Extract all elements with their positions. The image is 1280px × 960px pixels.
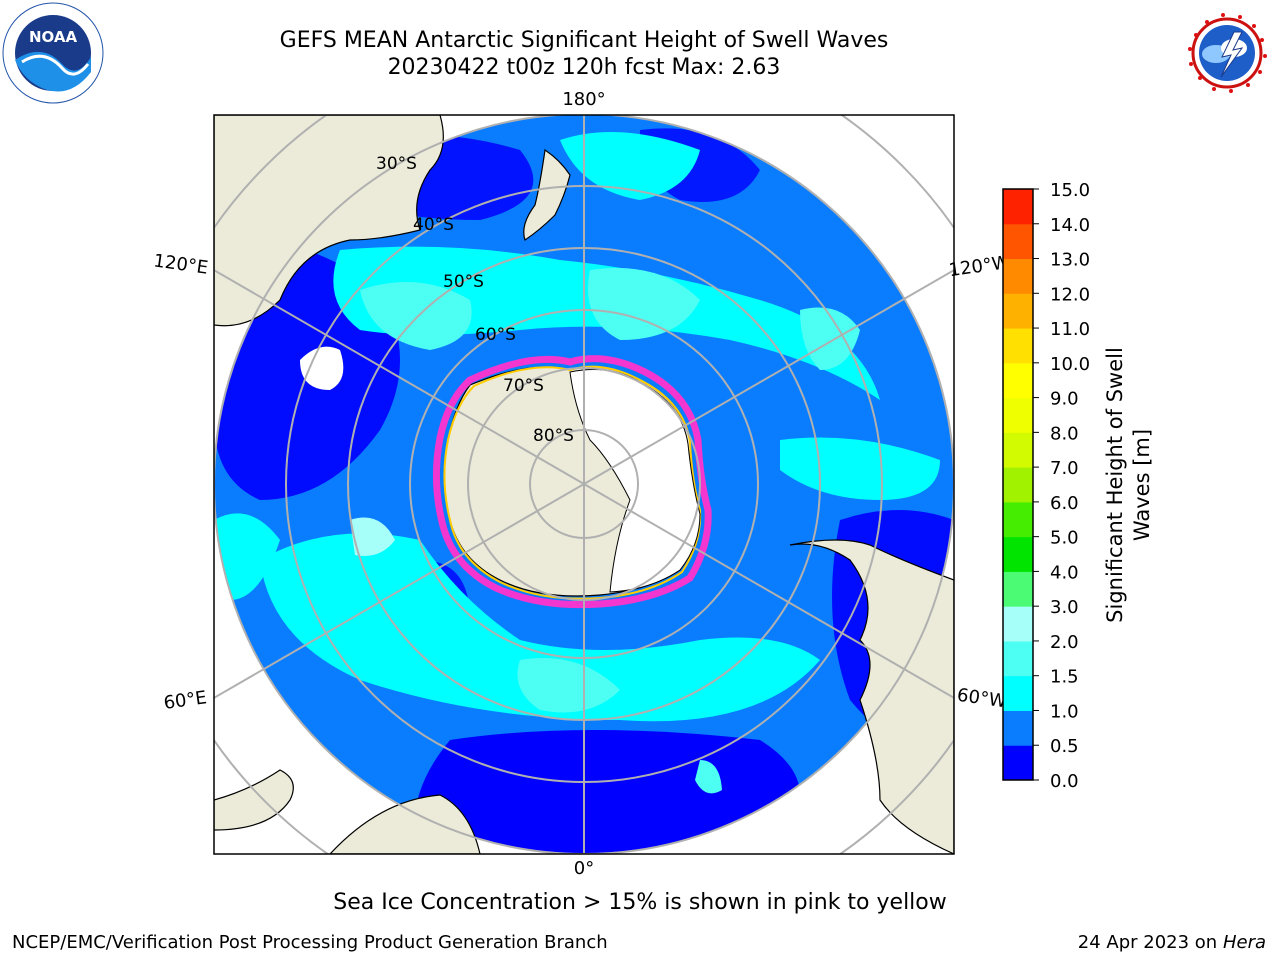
lat-label-50s: 50°S [443,272,484,292]
africa-landmass [329,794,481,854]
footer-date-text: 24 Apr 2023 on [1077,932,1223,953]
colorbar-segment [1003,397,1033,433]
sea-ice-edge [432,355,712,609]
noaa-logo-icon: NOAA [2,2,104,104]
colorbar-label-line2: Waves [m] [1130,429,1154,541]
noaa-logo-text: NOAA [29,28,78,46]
footer-credit: NCEP/EMC/Verification Post Processing Pr… [12,932,608,953]
chart-subtitle: 20230422 t00z 120h fcst Max: 2.63 [387,55,781,80]
sea-ice-inner-edge [443,365,702,600]
colorbar-label-line1: Significant Height of Swell [1103,347,1127,623]
sea-ice-note: Sea Ice Concentration > 15% is shown in … [333,890,947,915]
colorbar-tick-label: 0.0 [1050,771,1079,792]
colorbar-border [1002,188,1034,781]
colorbar-segment [1003,536,1033,572]
colorbar: 0.0 0.5 1.0 1.5 2.0 3.0 4.0 5.0 6.0 7.0 8.0 9.0 10.0… [1002,180,1090,792]
colorbar-tick-label: 13.0 [1050,250,1090,271]
madagascar-landmass [214,769,294,831]
colorbar-segment [1003,675,1033,711]
colorbar-tick-label: 11.0 [1050,319,1090,340]
colorbar-tick-label: 2.0 [1050,632,1079,653]
map-frame [213,114,955,855]
colorbar-segment [1003,745,1033,781]
map-area [214,115,954,854]
new-zealand-landmass [523,148,571,241]
colorbar-tick-label: 10.0 [1050,354,1090,375]
colorbar-tick-label: 6.0 [1050,493,1079,514]
colorbar-tick-label: 4.0 [1050,562,1079,583]
colorbar-tick-label: 7.0 [1050,458,1079,479]
footer-machine: Hera [1222,932,1266,953]
colorbar-segment [1003,328,1033,364]
colorbar-segment [1003,710,1033,746]
lon-label-120e: 120°E [152,250,209,278]
australia-landmass [214,115,444,327]
south-america-landmass [789,539,954,854]
lat-label-60s: 60°S [475,325,516,345]
colorbar-segment [1003,362,1033,399]
colorbar-tick-label: 1.5 [1050,667,1079,688]
colorbar-tick-label: 0.5 [1050,736,1079,757]
colorbar-segment [1003,467,1033,503]
colorbar-segment [1003,258,1033,294]
lon-label-180: 180° [562,89,605,110]
colorbar-tick-label: 15.0 [1050,180,1090,201]
colorbar-tick-label: 12.0 [1050,284,1090,305]
chart-title: GEFS MEAN Antarctic Significant Height o… [279,28,889,53]
colorbar-tick-label: 14.0 [1050,215,1090,236]
lat-label-80s: 80°S [533,426,574,446]
lat-label-40s: 40°S [413,215,454,235]
colorbar-segment [1003,189,1033,225]
lon-label-60w: 60°W [956,685,1008,713]
colorbar-segment [1003,293,1033,329]
footer-date: 24 Apr 2023 on Hera [1078,932,1266,953]
colorbar-tick-label: 8.0 [1050,423,1079,444]
colorbar-segment [1003,640,1033,677]
lon-label-60e: 60°E [162,687,208,714]
colorbar-tick-label: 9.0 [1050,389,1079,410]
meridian-lines [214,115,954,854]
colorbar-segment [1003,432,1033,468]
colorbar-tick-label: 3.0 [1050,597,1079,618]
colorbar-tick-label: 5.0 [1050,528,1079,549]
lat-label-30s: 30°S [376,154,417,174]
lat-label-70s: 70°S [503,376,544,396]
colorbar-segment [1003,571,1033,607]
nws-logo-icon [1179,5,1275,101]
lon-label-120w: 120°W [947,252,1011,281]
colorbar-segment [1003,223,1033,260]
colorbar-segment [1003,606,1033,642]
colorbar-tick-label: 1.0 [1050,701,1079,722]
lon-label-0: 0° [574,858,594,879]
colorbar-segment [1003,501,1033,538]
